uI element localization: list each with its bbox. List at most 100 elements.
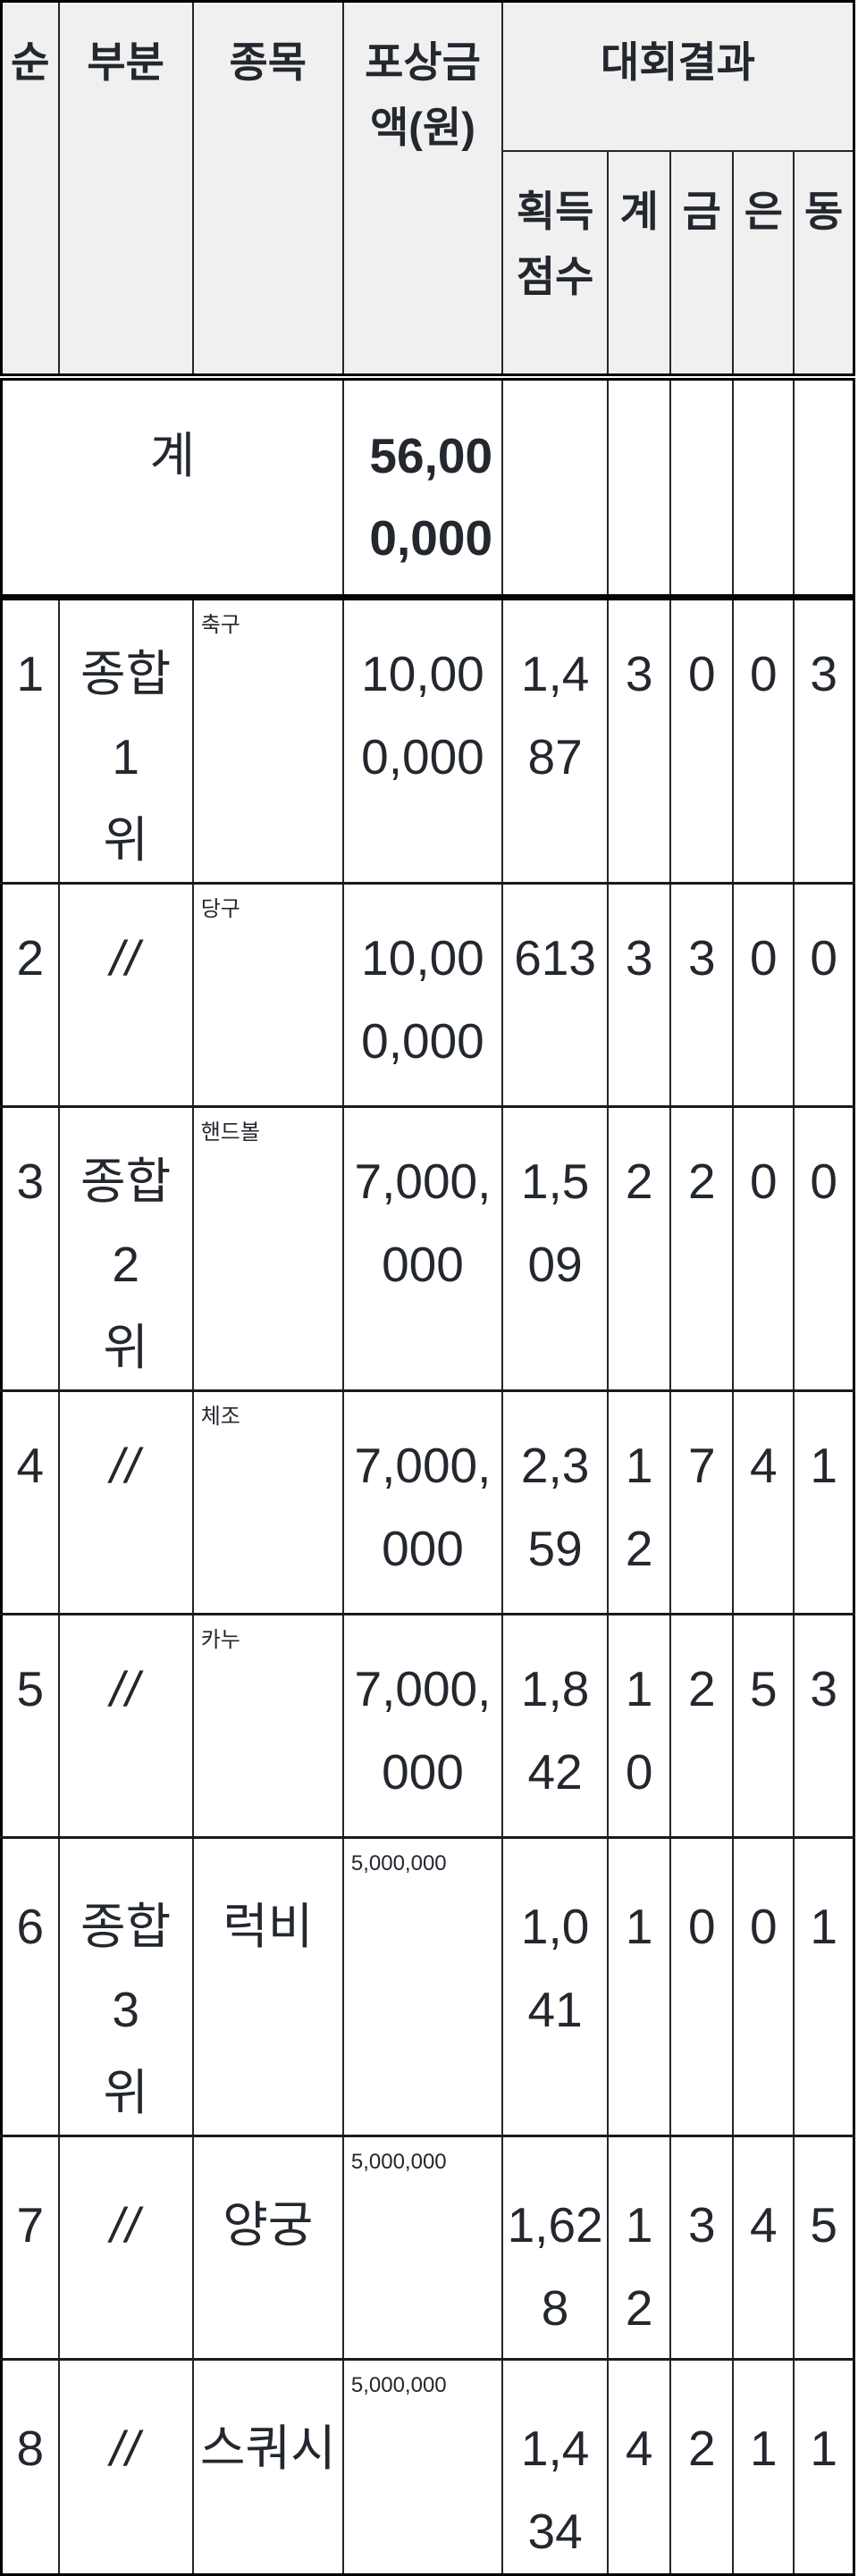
cell-gold: 2 [669, 1613, 735, 1839]
table-row: 6 종합 3 위 럭비 5,000,000 1,0 41 1 0 0 1 [0, 1836, 855, 2137]
cell-bronze: 5 [793, 2135, 855, 2361]
summary-label: 계 [0, 375, 344, 600]
cell-event: 핸드볼 [191, 1105, 344, 1392]
cell-gold: 7 [669, 1389, 735, 1615]
summary-empty-silver [732, 375, 795, 600]
table-row: 4 // 체조 7,000, 000 2,3 59 1 2 7 4 1 [0, 1389, 855, 1615]
header-silver: 은 [732, 149, 795, 381]
cell-silver: 0 [732, 1836, 795, 2137]
table-row: 5 // 카누 7,000, 000 1,8 42 1 0 2 5 3 [0, 1613, 855, 1839]
cell-event: 당구 [191, 882, 344, 1108]
cell-silver: 0 [732, 882, 795, 1108]
cell-score: 1,62 8 [501, 2135, 610, 2361]
cell-bronze: 3 [793, 596, 855, 885]
cell-event: 양궁 [191, 2135, 344, 2361]
cell-score: 613 [501, 882, 610, 1108]
header-bronze: 동 [793, 149, 855, 381]
cell-silver: 1 [732, 2358, 795, 2576]
cell-score: 2,3 59 [501, 1389, 610, 1615]
cell-division: 종합 1 위 [57, 596, 194, 885]
table-row: 8 // 스쿼시 5,000,000 1,4 34 4 2 1 1 [0, 2358, 855, 2576]
cell-event: 카누 [191, 1613, 344, 1839]
cell-order: 6 [0, 1836, 60, 2137]
cell-order: 4 [0, 1389, 60, 1615]
cell-medal-total: 1 2 [607, 1389, 672, 1615]
cell-score: 1,4 34 [501, 2358, 610, 2576]
cell-prize: 7,000, 000 [341, 1389, 504, 1615]
summary-prize: 56,00 0,000 [341, 375, 504, 600]
cell-event: 럭비 [191, 1836, 344, 2137]
cell-silver: 4 [732, 2135, 795, 2361]
summary-section: 계 56,00 0,000 [0, 375, 855, 600]
cell-bronze: 1 [793, 2358, 855, 2576]
cell-division: 종합 2 위 [57, 1105, 194, 1392]
cell-order: 5 [0, 1613, 60, 1839]
cell-prize: 7,000, 000 [341, 1105, 504, 1392]
cell-score: 1,8 42 [501, 1613, 610, 1839]
summary-empty-total [607, 375, 672, 600]
summary-empty-bronze [793, 375, 855, 600]
cell-order: 3 [0, 1105, 60, 1392]
header-score: 획득 점수 [501, 149, 610, 381]
cell-division: // [57, 882, 194, 1108]
cell-silver: 0 [732, 596, 795, 885]
cell-order: 2 [0, 882, 60, 1108]
cell-division: // [57, 1613, 194, 1839]
header-result-group: 대회결과 [501, 0, 855, 152]
header-row-2: 획득 점수 계 금 은 동 [2, 149, 855, 381]
cell-bronze: 3 [793, 1613, 855, 1839]
header-event: 종목 [191, 0, 344, 381]
table-body: 1 종합 1 위 축구 10,00 0,000 1,4 87 3 0 0 3 2… [0, 596, 855, 2576]
cell-prize: 5,000,000 [341, 2358, 504, 2576]
cell-silver: 0 [732, 1105, 795, 1392]
cell-division: // [57, 2135, 194, 2361]
cell-score: 1,4 87 [501, 596, 610, 885]
header-row-1: 순 부분 종목 포상금 액(원) 대회결과 [0, 0, 855, 381]
cell-division: // [57, 2358, 194, 2576]
header-order: 순 [0, 0, 60, 381]
cell-order: 7 [0, 2135, 60, 2361]
cell-gold: 3 [669, 882, 735, 1108]
cell-gold: 2 [669, 1105, 735, 1392]
cell-event: 체조 [191, 1389, 344, 1615]
cell-gold: 0 [669, 596, 735, 885]
cell-medal-total: 1 0 [607, 1613, 672, 1839]
cell-event: 축구 [191, 596, 344, 885]
cell-medal-total: 2 [607, 1105, 672, 1392]
cell-prize: 7,000, 000 [341, 1613, 504, 1839]
cell-score: 1,5 09 [501, 1105, 610, 1392]
cell-bronze: 1 [793, 1836, 855, 2137]
cell-prize: 10,00 0,000 [341, 596, 504, 885]
header-prize: 포상금 액(원) [341, 0, 504, 381]
table-row: 1 종합 1 위 축구 10,00 0,000 1,4 87 3 0 0 3 [0, 596, 855, 885]
summary-empty-gold [669, 375, 735, 600]
cell-bronze: 0 [793, 1105, 855, 1392]
cell-silver: 4 [732, 1389, 795, 1615]
cell-gold: 2 [669, 2358, 735, 2576]
header-total: 계 [607, 149, 672, 381]
cell-order: 8 [0, 2358, 60, 2576]
cell-silver: 5 [732, 1613, 795, 1839]
cell-gold: 3 [669, 2135, 735, 2361]
cell-medal-total: 3 [607, 882, 672, 1108]
table-row: 3 종합 2 위 핸드볼 7,000, 000 1,5 09 2 2 0 0 [0, 1105, 855, 1392]
cell-division: // [57, 1389, 194, 1615]
cell-bronze: 0 [793, 882, 855, 1108]
summary-row: 계 56,00 0,000 [0, 375, 855, 600]
table-row: 7 // 양궁 5,000,000 1,62 8 1 2 3 4 5 [0, 2135, 855, 2361]
header-division: 부분 [57, 0, 194, 381]
header-gold: 금 [669, 149, 735, 381]
cell-bronze: 1 [793, 1389, 855, 1615]
cell-event: 스쿼시 [191, 2358, 344, 2576]
table-header: 순 부분 종목 포상금 액(원) 대회결과 획득 점수 계 금 은 동 [0, 0, 855, 381]
cell-division: 종합 3 위 [57, 1836, 194, 2137]
cell-order: 1 [0, 596, 60, 885]
cell-medal-total: 3 [607, 596, 672, 885]
cell-medal-total: 4 [607, 2358, 672, 2576]
summary-empty-score [501, 375, 610, 600]
cell-prize: 5,000,000 [341, 2135, 504, 2361]
cell-gold: 0 [669, 1836, 735, 2137]
cell-prize: 10,00 0,000 [341, 882, 504, 1108]
